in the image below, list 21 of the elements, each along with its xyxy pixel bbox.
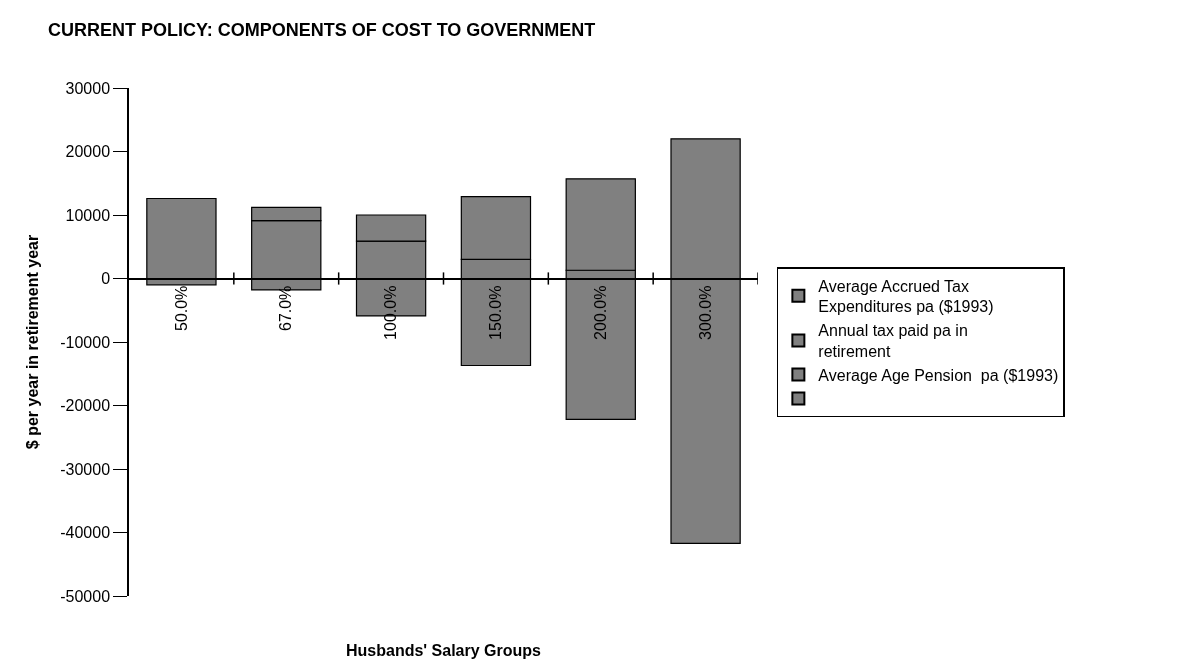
y-tick-label: 0 <box>101 270 111 288</box>
y-tick-label: -20000 <box>60 397 111 415</box>
y-tick-label: -30000 <box>60 460 111 478</box>
x-tick-label: 200.0% <box>591 285 609 340</box>
y-tick-label: 30000 <box>65 79 111 97</box>
legend-label: Average Accrued Tax Expenditures pa ($1993) <box>818 277 994 316</box>
x-tick-label: 50.0% <box>172 285 190 332</box>
y-tick-label: -10000 <box>60 333 111 351</box>
y-tick-label: -40000 <box>60 524 111 542</box>
legend-label: Average Age Pension pa ($1993) <box>818 366 1059 384</box>
x-tick-label: 67.0% <box>277 285 295 332</box>
x-axis-title: Husbands' Salary Groups <box>346 642 542 659</box>
y-axis-title: $ per year in retirement year <box>23 234 41 450</box>
x-tick-label: 300.0% <box>696 285 714 340</box>
x-tick-label: 150.0% <box>487 285 505 340</box>
y-tick-label: -50000 <box>60 587 111 605</box>
y-tick-label: 10000 <box>65 206 111 224</box>
chart-title: CURRENT POLICY: COMPONENTS OF COST TO GOVERNMENT <box>48 20 596 41</box>
x-tick-label: 100.0% <box>382 285 400 340</box>
legend-label: Annual tax paid pa in retirement <box>818 322 968 361</box>
y-tick-label: 20000 <box>65 143 111 161</box>
